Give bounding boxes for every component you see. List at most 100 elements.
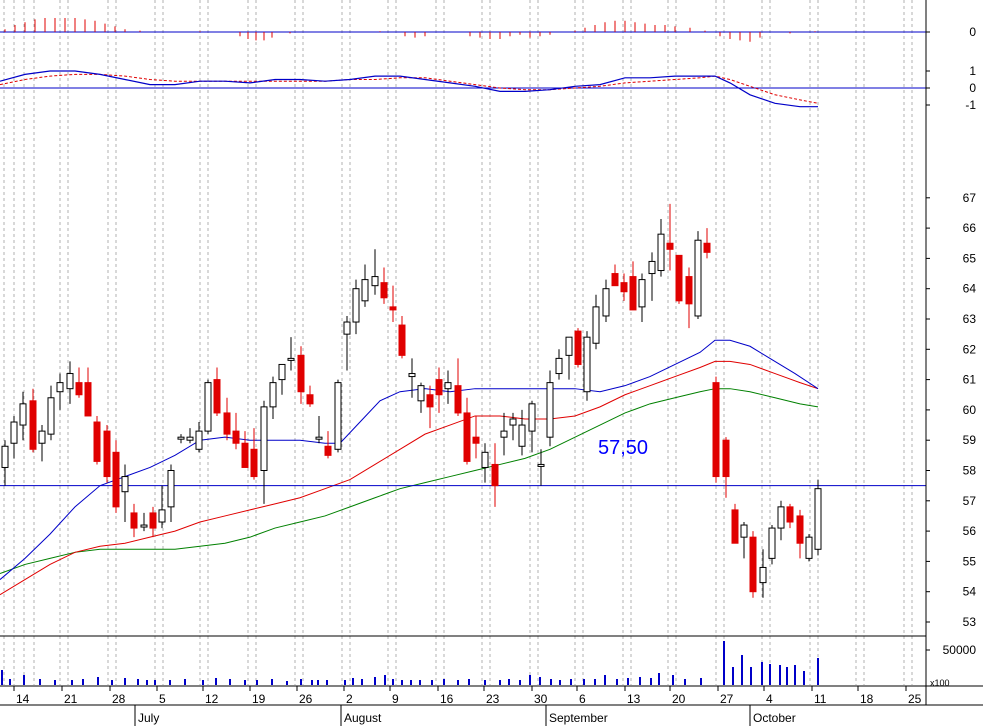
oscillator-axis-label: 1 <box>969 64 976 78</box>
candle-body-up <box>805 536 813 559</box>
x-axis-day-label: 26 <box>299 692 313 706</box>
candle <box>232 412 240 450</box>
oscillator-signal-line <box>0 73 819 104</box>
volume-unit-label: x100 <box>930 678 950 688</box>
candle <box>417 382 425 413</box>
candle-body-down <box>232 430 240 444</box>
candle <box>352 279 360 335</box>
candle-body-up <box>66 373 74 390</box>
candle-body-up <box>444 382 452 390</box>
moving-average-mid-line <box>0 360 819 596</box>
candle <box>324 431 332 459</box>
candle <box>84 367 92 417</box>
candle <box>121 464 129 523</box>
candle <box>648 252 656 301</box>
candle-body-up <box>694 239 702 317</box>
candle-body-down <box>629 276 637 311</box>
candle <box>722 437 730 498</box>
price-axis-label: 53 <box>963 615 977 629</box>
candle-body-down <box>574 330 582 365</box>
candle-body-up <box>509 418 517 426</box>
price-axis-label: 64 <box>963 282 977 296</box>
price-axis-label: 61 <box>963 373 977 387</box>
candle-body-up <box>186 436 194 441</box>
candle-body-up <box>10 421 18 444</box>
candle-body-down <box>426 394 434 408</box>
candle-body-up <box>408 373 416 378</box>
candle <box>315 415 323 444</box>
candle-body-up <box>334 382 342 450</box>
candle-body-down <box>380 282 388 299</box>
candle-body-up <box>278 363 286 381</box>
candle-body-up <box>269 382 277 408</box>
candle-body-down <box>297 354 305 393</box>
x-axis-day-label: 18 <box>860 692 874 706</box>
candle <box>380 267 388 304</box>
candle-body-down <box>685 276 693 305</box>
candle-body-down <box>491 463 499 487</box>
candle-body-up <box>555 357 563 375</box>
candle <box>685 267 693 329</box>
candle <box>675 254 683 304</box>
candle-body-down <box>712 382 720 478</box>
candle <box>574 328 582 368</box>
candle <box>47 385 55 441</box>
candle <box>158 485 166 529</box>
candle <box>620 273 628 301</box>
candle <box>269 376 277 419</box>
x-axis-day-label: 2 <box>346 692 353 706</box>
candle <box>592 294 600 350</box>
candle-body-down <box>472 436 480 444</box>
candle-body-up <box>592 306 600 344</box>
x-axis-day-label: 13 <box>627 692 641 706</box>
candle <box>509 412 517 441</box>
candle <box>814 479 822 556</box>
candle-body-down <box>29 400 37 450</box>
support-line-label: 57,50 <box>598 437 648 459</box>
volume-panel <box>1 641 819 685</box>
x-axis-day-label: 5 <box>159 692 166 706</box>
candle-body-down <box>731 509 739 544</box>
candle <box>481 443 489 483</box>
candle <box>657 219 665 277</box>
candle <box>472 415 480 459</box>
candle <box>195 422 203 453</box>
oscillator-axis-label: 0 <box>969 81 976 95</box>
candle <box>112 440 120 513</box>
candle <box>565 336 573 380</box>
x-axis: 14 21 28 5 12 19 26 2 9 16 23 30 6 13 20 27 4 11 18 25 July A… <box>0 685 983 726</box>
candle <box>749 531 757 598</box>
candle <box>398 315 406 359</box>
histogram-panel <box>0 18 926 42</box>
candle-body-up <box>19 403 27 426</box>
candle <box>103 425 111 483</box>
candle-body-down <box>324 445 332 456</box>
volume-axis-label: 50000 <box>943 643 977 657</box>
candle <box>805 534 813 562</box>
candle-body-down <box>675 254 683 302</box>
price-axis-label: 56 <box>963 524 977 538</box>
candle-body-down <box>722 439 730 478</box>
candle <box>491 443 499 507</box>
candle <box>768 525 776 565</box>
candle-body-up <box>204 382 212 432</box>
candle-body-up <box>546 382 554 438</box>
price-axis-label: 55 <box>963 554 977 568</box>
candle <box>250 428 258 480</box>
candle-body-down <box>75 382 83 396</box>
candle <box>463 397 471 465</box>
candle-body-up <box>177 436 185 440</box>
candle <box>528 400 536 453</box>
candle-body-down <box>389 306 397 311</box>
candle <box>555 349 563 380</box>
candle <box>408 358 416 398</box>
candle-body-up <box>121 476 129 493</box>
candle-body-up <box>343 321 351 335</box>
candle <box>361 264 369 307</box>
candle-body-up <box>759 566 767 584</box>
candle-body-up <box>648 260 656 275</box>
oscillator-axis-label: -1 <box>965 98 976 112</box>
x-axis-day-label: 27 <box>720 692 734 706</box>
candle-body-down <box>463 412 471 462</box>
